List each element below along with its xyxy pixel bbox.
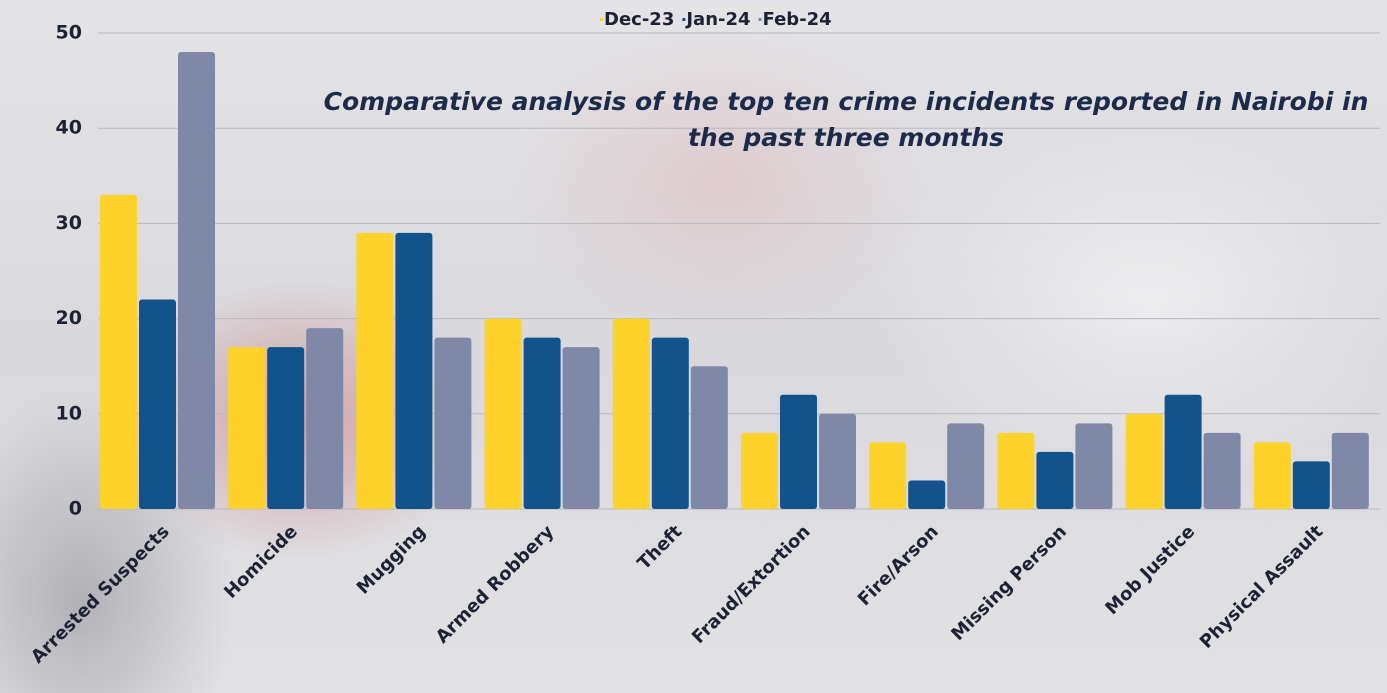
chart-title: Comparative analysis of the top ten crim… [323, 87, 1369, 152]
x-tick-label: Homicide [220, 521, 302, 603]
x-tick-label: Fire/Arson [854, 521, 943, 610]
bar [651, 337, 689, 509]
bar [267, 347, 305, 509]
legend-marker [682, 18, 686, 21]
bar [908, 480, 946, 509]
y-tick-label: 10 [56, 402, 82, 424]
x-tick-label: Mugging [353, 521, 430, 598]
bar [306, 328, 344, 509]
bar [819, 413, 856, 509]
bar [1036, 451, 1074, 509]
y-tick-label: 40 [56, 117, 82, 139]
bar [228, 347, 266, 509]
legend-label: Jan-24 [684, 9, 750, 30]
x-tick-label: Arrested Suspects [27, 521, 173, 667]
bar [1125, 413, 1163, 509]
x-tick-label: Armed Robbery [432, 521, 559, 648]
x-tick-label: Fraud/Extortion [688, 521, 815, 648]
y-tick-label: 20 [56, 307, 82, 329]
bar [1331, 432, 1369, 509]
bar [562, 347, 600, 509]
x-tick-label: Theft [634, 521, 687, 574]
bar [356, 232, 394, 510]
bar [1292, 461, 1330, 509]
legend-label: Feb-24 [763, 9, 832, 30]
bar [741, 432, 778, 509]
bar [1075, 423, 1113, 509]
bar [947, 423, 985, 509]
bar [612, 318, 650, 509]
legend-marker [758, 18, 762, 21]
bar [1164, 394, 1202, 509]
x-tick-label: Physical Assault [1196, 521, 1328, 653]
bar [434, 337, 472, 509]
y-tick-label: 0 [69, 498, 82, 520]
bar [869, 442, 907, 509]
bar [139, 299, 176, 509]
bar [178, 52, 215, 509]
bar [1253, 442, 1291, 509]
bar [997, 432, 1035, 509]
bar [395, 232, 433, 510]
x-tick-label: Missing Person [947, 521, 1071, 645]
bar [1203, 432, 1241, 509]
x-tick-label: Mob Justice [1101, 521, 1199, 619]
y-tick-label: 30 [56, 212, 82, 234]
bar [484, 318, 522, 509]
legend-marker [600, 18, 603, 21]
bar [780, 394, 817, 509]
y-tick-label: 50 [56, 22, 82, 44]
bar [690, 366, 728, 509]
legend-label: Dec-23 [604, 9, 674, 30]
bar [100, 194, 137, 509]
bar [523, 337, 561, 509]
